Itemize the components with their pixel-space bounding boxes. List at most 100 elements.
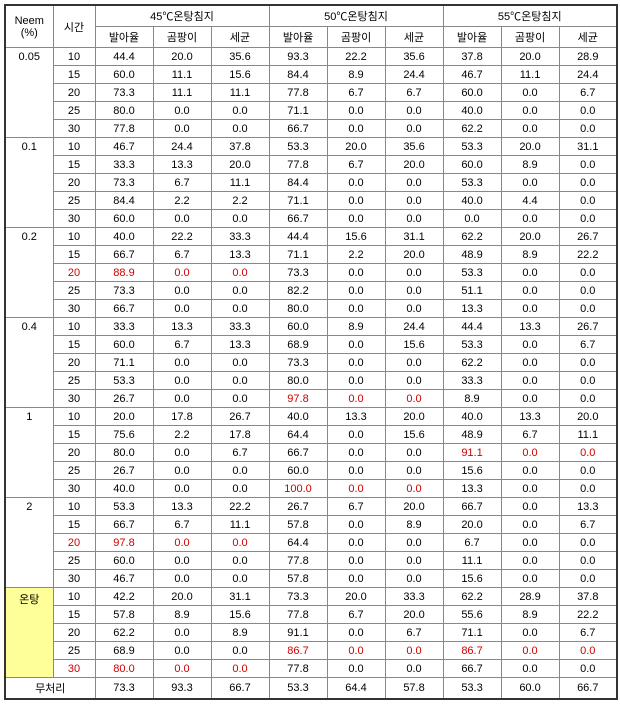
value-cell: 17.8: [153, 408, 211, 426]
value-cell: 0.0: [501, 534, 559, 552]
value-cell: 71.1: [95, 354, 153, 372]
footer-label: 무처리: [5, 678, 95, 700]
table-row: 2073.311.111.177.86.76.760.00.06.7: [5, 84, 617, 102]
value-cell: 20.0: [501, 48, 559, 66]
value-cell: 0.0: [211, 372, 269, 390]
value-cell: 6.7: [501, 426, 559, 444]
value-cell: 0.0: [211, 660, 269, 678]
value-cell: 77.8: [95, 120, 153, 138]
value-cell: 0.0: [327, 426, 385, 444]
table-row: 1557.88.915.677.86.720.055.68.922.2: [5, 606, 617, 624]
value-cell: 20.0: [385, 498, 443, 516]
time-cell: 15: [53, 66, 95, 84]
value-cell: 80.0: [269, 300, 327, 318]
table-row: 2073.36.711.184.40.00.053.30.00.0: [5, 174, 617, 192]
value-cell: 0.0: [211, 210, 269, 228]
value-cell: 71.1: [269, 102, 327, 120]
table-row: 2080.00.06.766.70.00.091.10.00.0: [5, 444, 617, 462]
value-cell: 0.0: [211, 300, 269, 318]
value-cell: 11.1: [211, 84, 269, 102]
value-cell: 66.7: [443, 498, 501, 516]
time-cell: 30: [53, 480, 95, 498]
value-cell: 77.8: [269, 156, 327, 174]
header-sub: 곰팡이: [153, 27, 211, 48]
value-cell: 0.0: [385, 120, 443, 138]
value-cell: 77.8: [269, 660, 327, 678]
value-cell: 0.0: [385, 102, 443, 120]
header-sub: 세균: [559, 27, 617, 48]
table-row: 3077.80.00.066.70.00.062.20.00.0: [5, 120, 617, 138]
value-cell: 20.0: [385, 408, 443, 426]
value-cell: 71.1: [443, 624, 501, 642]
value-cell: 0.0: [153, 390, 211, 408]
value-cell: 51.1: [443, 282, 501, 300]
table-row: 1533.313.320.077.86.720.060.08.90.0: [5, 156, 617, 174]
value-cell: 0.0: [385, 372, 443, 390]
footer-row: 무처리73.393.366.753.364.457.853.360.066.7: [5, 678, 617, 700]
value-cell: 0.0: [501, 642, 559, 660]
value-cell: 24.4: [385, 318, 443, 336]
value-cell: 20.0: [385, 246, 443, 264]
time-cell: 30: [53, 120, 95, 138]
value-cell: 57.8: [385, 678, 443, 700]
table-row: 0.11046.724.437.853.320.035.653.320.031.…: [5, 138, 617, 156]
value-cell: 55.6: [443, 606, 501, 624]
value-cell: 37.8: [559, 588, 617, 606]
time-cell: 25: [53, 462, 95, 480]
value-cell: 33.3: [95, 318, 153, 336]
value-cell: 6.7: [327, 606, 385, 624]
value-cell: 20.0: [95, 408, 153, 426]
table-row: 3040.00.00.0100.00.00.013.30.00.0: [5, 480, 617, 498]
time-cell: 20: [53, 264, 95, 282]
value-cell: 15.6: [385, 426, 443, 444]
neem-cell: 0.1: [5, 138, 53, 228]
value-cell: 0.0: [153, 534, 211, 552]
value-cell: 0.0: [385, 660, 443, 678]
value-cell: 13.3: [559, 498, 617, 516]
header-sub: 발아율: [443, 27, 501, 48]
header-time: 시간: [53, 5, 95, 48]
value-cell: 6.7: [153, 336, 211, 354]
value-cell: 0.0: [211, 462, 269, 480]
value-cell: 24.4: [153, 138, 211, 156]
value-cell: 2.2: [327, 246, 385, 264]
value-cell: 22.2: [559, 606, 617, 624]
value-cell: 93.3: [269, 48, 327, 66]
table-row: 온탕1042.220.031.173.320.033.362.228.937.8: [5, 588, 617, 606]
value-cell: 0.0: [327, 372, 385, 390]
value-cell: 0.0: [385, 300, 443, 318]
value-cell: 0.0: [327, 354, 385, 372]
table-row: 11020.017.826.740.013.320.040.013.320.0: [5, 408, 617, 426]
value-cell: 0.0: [327, 642, 385, 660]
value-cell: 0.0: [327, 192, 385, 210]
table-row: 0.41033.313.333.360.08.924.444.413.326.7: [5, 318, 617, 336]
value-cell: 15.6: [327, 228, 385, 246]
value-cell: 0.0: [385, 264, 443, 282]
value-cell: 6.7: [559, 624, 617, 642]
value-cell: 22.2: [327, 48, 385, 66]
value-cell: 0.0: [559, 300, 617, 318]
value-cell: 13.3: [501, 318, 559, 336]
value-cell: 8.9: [385, 516, 443, 534]
header-sub: 곰팡이: [327, 27, 385, 48]
value-cell: 57.8: [95, 606, 153, 624]
time-cell: 10: [53, 138, 95, 156]
value-cell: 28.9: [501, 588, 559, 606]
table-row: 1560.011.115.684.48.924.446.711.124.4: [5, 66, 617, 84]
value-cell: 6.7: [559, 516, 617, 534]
value-cell: 0.0: [559, 174, 617, 192]
value-cell: 0.0: [385, 192, 443, 210]
table-row: 3066.70.00.080.00.00.013.30.00.0: [5, 300, 617, 318]
value-cell: 0.0: [327, 336, 385, 354]
table-row: 3046.70.00.057.80.00.015.60.00.0: [5, 570, 617, 588]
value-cell: 0.0: [501, 210, 559, 228]
header-sub: 발아율: [269, 27, 327, 48]
value-cell: 13.3: [327, 408, 385, 426]
value-cell: 66.7: [95, 300, 153, 318]
time-cell: 15: [53, 336, 95, 354]
value-cell: 6.7: [559, 84, 617, 102]
table-row: 3060.00.00.066.70.00.00.00.00.0: [5, 210, 617, 228]
value-cell: 2.2: [211, 192, 269, 210]
time-cell: 15: [53, 426, 95, 444]
value-cell: 31.1: [385, 228, 443, 246]
